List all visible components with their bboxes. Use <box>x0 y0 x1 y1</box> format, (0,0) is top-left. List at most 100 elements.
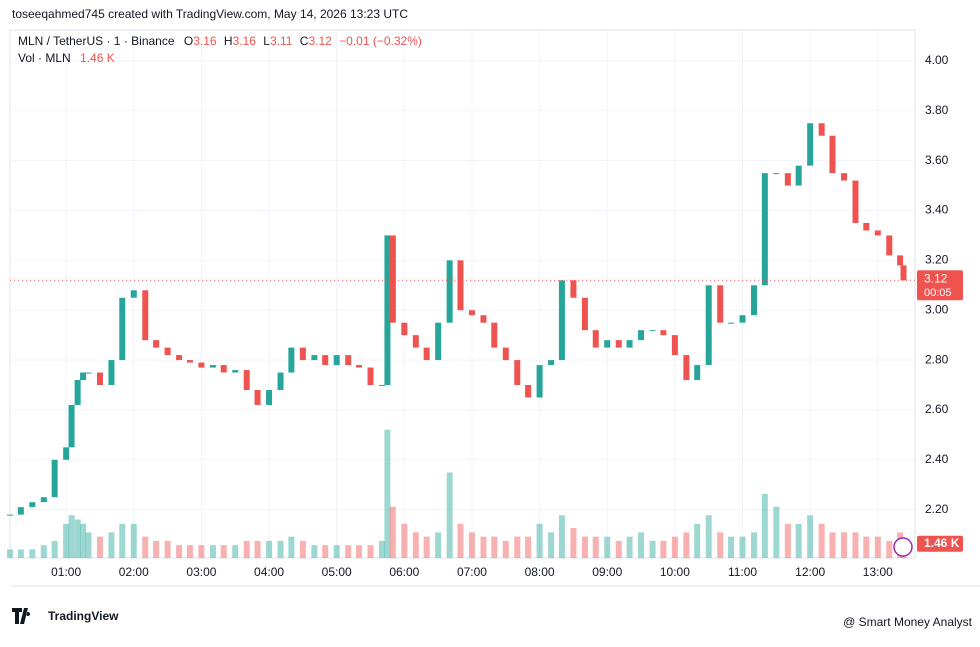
volume-bar <box>728 536 735 558</box>
alert-icon[interactable] <box>893 537 913 557</box>
y-tick-label: 2.20 <box>925 502 949 516</box>
volume-bar <box>176 545 183 558</box>
candle <box>604 340 611 348</box>
candle <box>717 285 724 323</box>
candle <box>142 290 149 341</box>
change: −0.01 (−0.32%) <box>339 34 422 48</box>
candle <box>164 347 171 356</box>
volume-bar <box>761 493 768 558</box>
volume-bar <box>243 540 250 558</box>
vol-legend: Vol · MLN 1.46 K <box>18 51 115 65</box>
candle <box>829 135 836 174</box>
volume-bar <box>886 540 893 558</box>
price-tag-value: 3.12 <box>924 271 948 285</box>
candle <box>548 360 555 366</box>
candle <box>401 322 408 336</box>
volume-bar <box>514 536 521 558</box>
candle <box>638 330 645 341</box>
candle <box>412 335 419 348</box>
volume-bar <box>480 536 487 558</box>
volume-bar <box>288 536 295 558</box>
candle <box>232 370 239 373</box>
candle <box>874 230 881 236</box>
volume-bar <box>739 536 746 558</box>
candle <box>209 365 216 368</box>
y-tick-label: 2.60 <box>925 402 949 416</box>
symbol: MLN / TetherUS · 1 · Binance <box>18 34 175 48</box>
volume-bar <box>525 536 532 558</box>
volume-bar <box>153 540 160 558</box>
candle <box>311 355 318 361</box>
volume-bar <box>435 532 442 558</box>
volume-bar <box>345 545 352 558</box>
volume-bar <box>570 528 577 558</box>
volume-bar <box>367 545 374 558</box>
candle <box>85 372 92 374</box>
x-tick-label: 02:00 <box>119 565 149 579</box>
candle <box>119 297 126 361</box>
candle <box>108 360 115 386</box>
candle <box>502 347 509 361</box>
candle <box>446 260 453 323</box>
candle <box>7 514 13 516</box>
volume-bar <box>784 523 791 558</box>
candle <box>694 365 701 381</box>
volume-bar <box>232 545 239 558</box>
candle <box>807 123 814 166</box>
candle <box>51 459 58 498</box>
candle <box>435 322 442 361</box>
y-tick-label: 3.80 <box>925 103 949 117</box>
candle <box>277 372 284 390</box>
logo-text: TradingView <box>48 609 119 623</box>
candle <box>68 404 75 448</box>
vol-value: 1.46 K <box>80 51 115 65</box>
candle <box>514 360 521 386</box>
candle <box>761 173 768 286</box>
x-tick-label: 07:00 <box>457 565 487 579</box>
y-tick-label: 4.00 <box>925 53 949 67</box>
candle <box>288 347 295 373</box>
volume-tag-value: 1.46 K <box>924 536 960 550</box>
volume-bar <box>198 545 205 558</box>
volume-bar <box>863 536 870 558</box>
y-tick-label: 2.40 <box>925 452 949 466</box>
volume-bar <box>638 532 645 558</box>
volume-bar <box>401 523 408 558</box>
volume-bar <box>356 545 363 558</box>
candle <box>266 389 273 405</box>
y-tick-label: 3.20 <box>925 253 949 267</box>
candle <box>558 280 565 361</box>
volume-bar <box>164 540 171 558</box>
h-key: H <box>224 34 233 48</box>
logo: TradingView <box>12 608 119 624</box>
candle <box>389 235 396 323</box>
candle <box>176 355 183 361</box>
candle <box>29 502 36 508</box>
candle <box>773 173 780 175</box>
volume-bar <box>548 532 555 558</box>
candle <box>705 285 712 366</box>
candle <box>17 507 24 515</box>
volume-bar <box>74 519 81 558</box>
candle <box>900 265 907 281</box>
volume-bar <box>85 532 92 558</box>
volume-bar <box>604 536 611 558</box>
candle <box>660 330 667 336</box>
candle <box>818 123 825 136</box>
volume-bar <box>119 523 126 558</box>
y-tick-label: 3.60 <box>925 153 949 167</box>
volume-bar <box>536 523 543 558</box>
price-tag <box>917 270 963 301</box>
candle <box>886 235 893 256</box>
x-tick-label: 10:00 <box>660 565 690 579</box>
candle <box>63 447 70 460</box>
candle <box>130 290 137 298</box>
x-tick-label: 12:00 <box>795 565 825 579</box>
candle <box>96 372 103 386</box>
candle <box>220 365 227 373</box>
candle <box>254 389 261 405</box>
header: toseeqahmed745 created with TradingView.… <box>12 7 408 21</box>
logo-icon <box>12 608 31 624</box>
